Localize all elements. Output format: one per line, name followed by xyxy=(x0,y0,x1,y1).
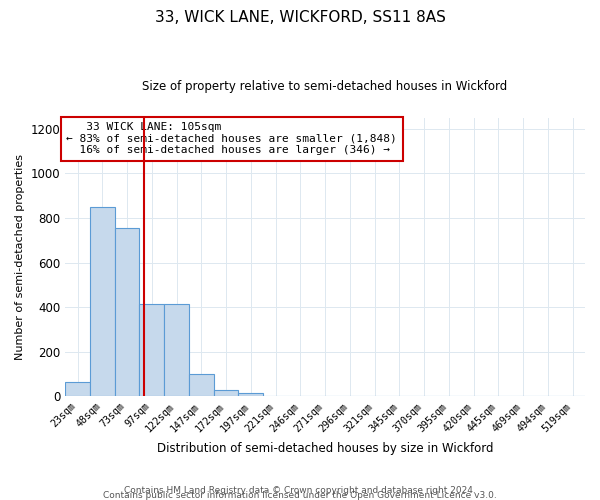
Bar xyxy=(238,393,263,396)
Title: Size of property relative to semi-detached houses in Wickford: Size of property relative to semi-detach… xyxy=(142,80,508,93)
Y-axis label: Number of semi-detached properties: Number of semi-detached properties xyxy=(15,154,25,360)
Bar xyxy=(65,382,90,396)
Bar xyxy=(214,390,238,396)
Bar xyxy=(164,304,189,396)
Text: 33 WICK LANE: 105sqm
← 83% of semi-detached houses are smaller (1,848)
  16% of : 33 WICK LANE: 105sqm ← 83% of semi-detac… xyxy=(67,122,397,156)
Bar xyxy=(189,374,214,396)
Bar xyxy=(139,304,164,396)
Text: Contains public sector information licensed under the Open Government Licence v3: Contains public sector information licen… xyxy=(103,490,497,500)
Text: Contains HM Land Registry data © Crown copyright and database right 2024.: Contains HM Land Registry data © Crown c… xyxy=(124,486,476,495)
Text: 33, WICK LANE, WICKFORD, SS11 8AS: 33, WICK LANE, WICKFORD, SS11 8AS xyxy=(155,10,445,25)
Bar xyxy=(90,207,115,396)
Bar xyxy=(115,228,139,396)
X-axis label: Distribution of semi-detached houses by size in Wickford: Distribution of semi-detached houses by … xyxy=(157,442,493,455)
